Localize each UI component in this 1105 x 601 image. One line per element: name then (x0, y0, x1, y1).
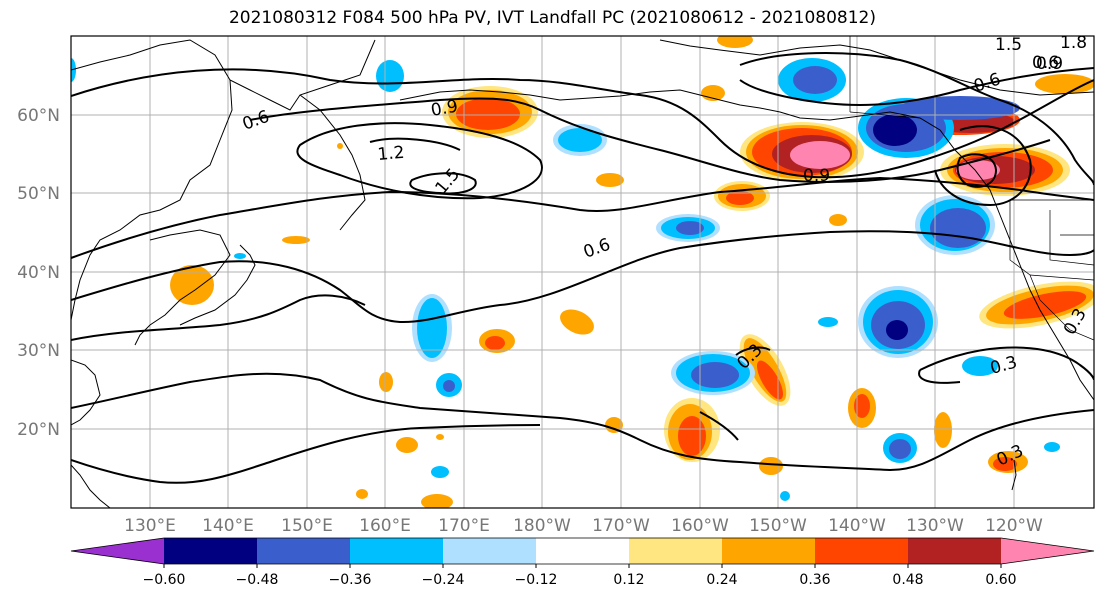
contour-label: 0.9 (1036, 54, 1063, 74)
lon-label: 140°W (828, 516, 886, 536)
lon-label: 140°E (202, 516, 254, 536)
lon-label: 160°W (671, 516, 729, 536)
colorbar-ticks: −0.60 −0.48 −0.36 −0.24 −0.12 0.12 0.24 0.36 0.4… (143, 564, 1017, 588)
lon-labels: 130°E 140°E 150°E 160°E 170°E 180°W 170°… (124, 516, 1043, 536)
contour-label: 0.6 (1032, 53, 1059, 73)
contour-label: 1.8 (1060, 33, 1087, 53)
colorbar-segment (908, 538, 1001, 564)
colorbar-segment (629, 538, 722, 564)
lat-labels: 60°N 50°N 40°N 30°N 20°N (17, 106, 60, 440)
colorbar-segment (71, 538, 164, 564)
coastlines (71, 39, 1094, 508)
political-boundaries (849, 36, 1094, 341)
lon-label: 170°W (592, 516, 650, 536)
lon-label: 170°E (438, 516, 490, 536)
lon-label: 150°W (749, 516, 807, 536)
gridlines (71, 36, 1094, 508)
contours (71, 52, 1094, 484)
lat-label: 40°N (17, 263, 60, 283)
contour-label: 0.9 (803, 166, 830, 186)
colorbar-tick-label: −0.24 (422, 572, 465, 588)
pv-negative-shading (71, 58, 1060, 501)
lon-label: 150°E (281, 516, 333, 536)
colorbar-tick-label: 0.36 (799, 572, 830, 588)
colorbar-segment (815, 538, 908, 564)
colorbar-segment (722, 538, 815, 564)
plot-frame (70, 35, 1095, 509)
colorbar-segment (443, 538, 536, 564)
lon-label: 120°W (985, 516, 1043, 536)
colorbar-tick-label: −0.36 (329, 572, 372, 588)
lon-label: 180°W (513, 516, 571, 536)
lon-label: 130°W (906, 516, 964, 536)
colorbar-tick-label: 0.60 (985, 572, 1016, 588)
colorbar-segment (1001, 538, 1094, 564)
colorbar-segments (70, 537, 1095, 565)
colorbar: −0.60 −0.48 −0.36 −0.24 −0.12 0.12 0.24 0.36 0.4… (70, 537, 1095, 588)
pv-positive-gulf-alaska (740, 122, 864, 182)
map-title: 2021080312 F084 500 hPa PV, IVT Landfall… (228, 8, 876, 28)
colorbar-tick-label: −0.12 (515, 572, 558, 588)
contour-label: 1.5 (995, 35, 1022, 55)
colorbar-tick-label: 0.12 (613, 572, 644, 588)
colorbar-tick-label: 0.24 (706, 572, 737, 588)
contour-label: 0.9 (429, 97, 459, 121)
lat-label: 30°N (17, 341, 60, 361)
lon-label: 130°E (124, 516, 176, 536)
colorbar-tick-label: −0.60 (143, 572, 186, 588)
lat-label: 20°N (17, 420, 60, 440)
colorbar-segment (536, 538, 629, 564)
contour-label: 1.2 (377, 143, 406, 165)
colorbar-segment (164, 538, 257, 564)
colorbar-tick-label: −0.48 (236, 572, 279, 588)
lat-label: 60°N (17, 106, 60, 126)
lat-label: 50°N (17, 184, 60, 204)
colorbar-segment (350, 538, 443, 564)
colorbar-tick-label: 0.48 (892, 572, 923, 588)
lon-label: 160°E (359, 516, 411, 536)
colorbar-segment (257, 538, 350, 564)
